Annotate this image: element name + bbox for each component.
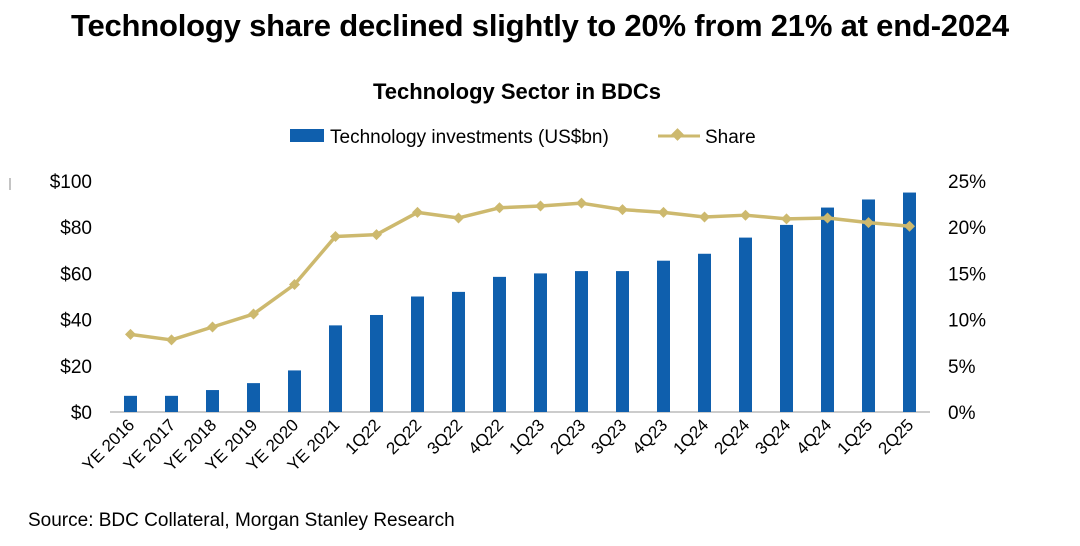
right-axis: 0% 5% 10% 15% 20% 25% <box>948 172 986 424</box>
bar <box>411 296 424 412</box>
bar <box>206 390 219 412</box>
x-tick-label: 1Q22 <box>341 415 384 458</box>
x-tick-label: 2Q24 <box>710 415 753 458</box>
bar <box>739 237 752 412</box>
share-point <box>494 202 505 214</box>
right-tick-label: 0% <box>948 403 976 424</box>
bar <box>575 271 588 412</box>
share-point <box>166 334 177 346</box>
x-tick-label: 2Q25 <box>874 415 917 458</box>
x-tick-label: 1Q24 <box>669 415 712 458</box>
bar <box>124 395 137 412</box>
bar <box>452 291 465 412</box>
right-tick-label: 5% <box>948 357 976 378</box>
legend: Technology investments (US$bn) Share <box>290 127 756 148</box>
share-point <box>289 278 300 290</box>
bar <box>903 192 916 412</box>
x-tick-label: 2Q23 <box>546 415 589 458</box>
legend-line-label: Share <box>705 127 756 148</box>
right-tick-label: 20% <box>948 218 986 239</box>
x-tick-label: 4Q24 <box>792 415 835 458</box>
left-axis: $0 $20 $40 $60 $80 $100 <box>50 172 92 424</box>
legend-bar-label: Technology investments (US$bn) <box>330 127 609 148</box>
bar <box>780 224 793 412</box>
chart-title: Technology Sector in BDCs <box>373 79 661 104</box>
x-tick-label: 3Q24 <box>751 415 794 458</box>
bar <box>370 314 383 412</box>
share-line <box>130 201 910 342</box>
legend-line-marker <box>671 128 684 141</box>
x-tick-label: 3Q22 <box>423 415 466 458</box>
share-point <box>412 206 423 218</box>
share-point <box>699 211 710 223</box>
bar <box>862 199 875 412</box>
left-tick-label: $20 <box>60 357 92 378</box>
share-point <box>617 204 628 216</box>
bar <box>247 383 260 412</box>
left-tick-label: $40 <box>60 311 92 332</box>
bar <box>698 253 711 412</box>
share-point <box>371 229 382 241</box>
bar <box>821 207 834 412</box>
bar-series <box>124 192 916 412</box>
share-point <box>330 230 341 242</box>
share-point <box>453 212 464 224</box>
bar <box>165 395 178 412</box>
x-tick-label: 1Q23 <box>505 415 548 458</box>
share-point <box>740 209 751 221</box>
left-tick-label: $60 <box>60 264 92 285</box>
bar <box>493 276 506 412</box>
source-note: Source: BDC Collateral, Morgan Stanley R… <box>28 510 455 531</box>
x-tick-label: 4Q22 <box>464 415 507 458</box>
right-tick-label: 10% <box>948 311 986 332</box>
bar <box>288 370 301 412</box>
left-tick-label: $100 <box>50 172 92 193</box>
legend-bar-swatch <box>290 129 324 142</box>
share-point <box>822 212 833 224</box>
bar <box>657 260 670 412</box>
x-tick-label: 3Q23 <box>587 415 630 458</box>
x-tick-label: 1Q25 <box>833 415 876 458</box>
share-point <box>576 197 587 209</box>
share-point <box>658 206 669 218</box>
share-point <box>248 308 259 320</box>
headline: Technology share declined slightly to 20… <box>71 8 1009 43</box>
right-tick-label: 25% <box>948 172 986 193</box>
share-point <box>125 328 136 340</box>
bar <box>534 273 547 412</box>
right-tick-label: 15% <box>948 264 986 285</box>
share-point <box>535 200 546 212</box>
share-point <box>781 213 792 225</box>
share-point <box>863 217 874 229</box>
x-tick-label: 4Q23 <box>628 415 671 458</box>
bar <box>329 325 342 412</box>
left-tick-label: $80 <box>60 218 92 239</box>
share-point <box>904 220 915 232</box>
x-tick-label: 2Q22 <box>382 415 425 458</box>
bar <box>616 271 629 412</box>
share-point <box>207 321 218 333</box>
left-tick-label: $0 <box>71 403 92 424</box>
share-line-series <box>125 197 915 346</box>
